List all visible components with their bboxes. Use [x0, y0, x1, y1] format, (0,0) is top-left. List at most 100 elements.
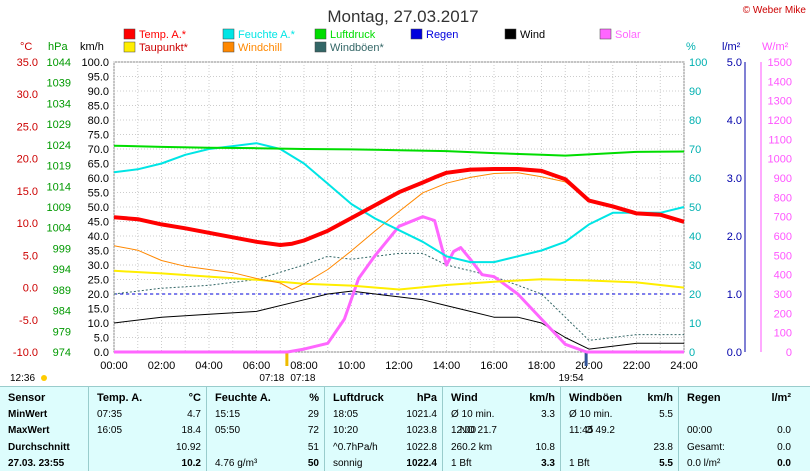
temp-tick-label: 10.0	[17, 218, 38, 230]
humidity-tick-label: 30	[689, 260, 701, 272]
temp-tick-label: 30.0	[17, 89, 38, 101]
rain-tick-label: 5.0	[727, 57, 742, 69]
stats-cell-value: 23.8	[653, 442, 673, 453]
chart-grid	[113, 61, 685, 353]
stats-table: Sensor MinWert MaxWert Durchschnitt 27.03. 2…	[0, 386, 810, 471]
chart-axes: 35.0 30.0 25.0 20.0 15.0 10.0 5.0 0.0 -5.0 -10.0 1…	[10, 41, 792, 384]
copyright-text: © Weber Mike	[743, 5, 807, 16]
chart-title: Montag, 27.03.2017	[327, 7, 478, 26]
stats-cell-time: 12:00	[451, 425, 477, 436]
wind-tick-label: 5.0	[94, 333, 109, 345]
humidity-tick-label: 80	[689, 115, 701, 127]
temp-unit: °C	[20, 41, 32, 53]
weather-chart: 35.0 30.0 25.0 20.0 15.0 10.0 5.0 0.0 -5.0 -10.0 1…	[10, 5, 807, 384]
stats-col-unit: km/h	[647, 392, 673, 404]
stats-cell-time: 18:05	[333, 409, 359, 420]
pressure-tick-label: 1009	[47, 202, 71, 214]
stats-col-temp: Temp. A. °C 07:35 4.7 16:05 18.4 10.92 10.2	[88, 387, 207, 471]
legend-label: Feuchte A.*	[238, 29, 296, 41]
pressure-tick-label: 1044	[47, 57, 71, 69]
wind-tick-label: 100.0	[81, 57, 109, 69]
temp-tick-label: 5.0	[23, 250, 38, 262]
pressure-tick-label: 1019	[47, 161, 71, 173]
pressure-tick-label: 999	[53, 243, 71, 255]
wind-tick-label: 95.0	[88, 72, 109, 84]
wind-tick-label: 15.0	[88, 304, 109, 316]
stats-cell-time: ^0.7hPa/h	[333, 442, 378, 453]
stats-cell-value: 10.92	[175, 442, 201, 453]
stats-row-label: Durchschnitt	[8, 442, 70, 453]
sunset-label: 19:54	[559, 373, 584, 384]
legend-label: Wind	[520, 29, 545, 41]
stats-col-unit: l/m²	[771, 392, 791, 404]
rain-tick-label: 4.0	[727, 115, 742, 127]
stats-cell-value: 10.8	[535, 442, 555, 453]
solar-tick-label: 900	[774, 173, 792, 185]
stats-row-label: MaxWert	[8, 425, 50, 436]
stats-cell-time: 4.76 g/m³	[215, 458, 258, 469]
stats-cell-value: 51	[307, 442, 319, 453]
stats-cell-time: 05:50	[215, 425, 241, 436]
humidity-tick-label: 90	[689, 86, 701, 98]
stats-cell-value: 4.7	[187, 409, 201, 420]
wind-tick-label: 55.0	[88, 188, 109, 200]
humidity-tick-label: 50	[689, 202, 701, 214]
solar-tick-label: 1100	[768, 134, 792, 146]
time-tick-label: 12:00	[385, 360, 413, 372]
stats-row-label: 27.03. 23:55	[8, 458, 65, 469]
time-tick-label: 14:00	[433, 360, 461, 372]
stats-cell-time: Ø 10 min.	[451, 409, 495, 420]
solar-tick-label: 0	[786, 347, 792, 359]
solar-tick-label: 800	[774, 192, 792, 204]
solar-tick-label: 700	[774, 212, 792, 224]
solar-tick-label: 1500	[768, 57, 792, 69]
wind-tick-label: 0.0	[94, 347, 109, 359]
pressure-tick-label: 979	[53, 326, 71, 338]
legend-swatch	[599, 28, 612, 40]
sunrise-marker	[285, 352, 289, 366]
stats-cell-value: 50	[307, 458, 319, 469]
solar-tick-label: 1400	[768, 76, 792, 88]
stats-cell-time: 00:00	[687, 425, 713, 436]
wind-tick-label: 40.0	[88, 231, 109, 243]
rain-tick-label: 2.0	[727, 231, 742, 243]
legend-swatch	[314, 41, 327, 53]
humidity-tick-label: 20	[689, 289, 701, 301]
stats-cell-time: 1 Bft	[569, 458, 590, 469]
temp-tick-label: 35.0	[17, 57, 38, 69]
wind-tick-label: 60.0	[88, 173, 109, 185]
solar-tick-label: 1300	[768, 96, 792, 108]
series-line-windb-en-	[113, 252, 684, 341]
sunrise-label-left: 07:18	[259, 373, 284, 384]
current-time-dot	[41, 375, 47, 381]
wind-tick-label: 10.0	[88, 318, 109, 330]
time-tick-label: 24:00	[670, 360, 698, 372]
stats-col-rain: Regen l/m² 00:00 0.0 Gesamt: 0.0 0.0 l/m² 0.0	[678, 387, 797, 471]
stats-col-unit: %	[309, 392, 319, 404]
stats-cell-value: 18.4	[181, 425, 201, 436]
stats-col-humidity: Feuchte A.% 15:15 29 05:50 72 51 4.76 g/m³ 50	[206, 387, 325, 471]
time-tick-label: 06:00	[243, 360, 271, 372]
stats-cell-time: Ø 10 min.	[569, 409, 613, 420]
stats-cell-value: 0.0	[777, 442, 791, 453]
stats-col-header: Temp. A.	[97, 392, 143, 404]
time-tick-label: 04:00	[195, 360, 223, 372]
stats-cell-value: 5.5	[659, 458, 673, 469]
stats-col-header: Feuchte A.	[215, 392, 271, 404]
stats-cell-time: 1 Bft	[451, 458, 472, 469]
humidity-tick-label: 60	[689, 173, 701, 185]
legend-label: Regen	[426, 29, 458, 41]
stats-col-gusts: Windböen km/h Ø 10 min. 5.5 11:45 Ø 49.2 23.8 1…	[560, 387, 679, 471]
solar-tick-label: 500	[774, 250, 792, 262]
solar-unit: W/m²	[762, 41, 789, 53]
stats-col-sensor: Sensor MinWert MaxWert Durchschnitt 27.03. 2…	[0, 387, 88, 471]
stats-cell-mid: Ø 49.2	[584, 425, 615, 436]
wind-tick-label: 30.0	[88, 260, 109, 272]
rain-unit: l/m²	[722, 41, 741, 53]
solar-tick-label: 400	[774, 270, 792, 282]
pressure-tick-label: 1004	[47, 223, 71, 235]
wind-tick-label: 75.0	[88, 130, 109, 142]
wind-tick-label: 25.0	[88, 275, 109, 287]
series-line-wind	[113, 290, 684, 350]
stats-cell-time: sonnig	[333, 458, 363, 469]
